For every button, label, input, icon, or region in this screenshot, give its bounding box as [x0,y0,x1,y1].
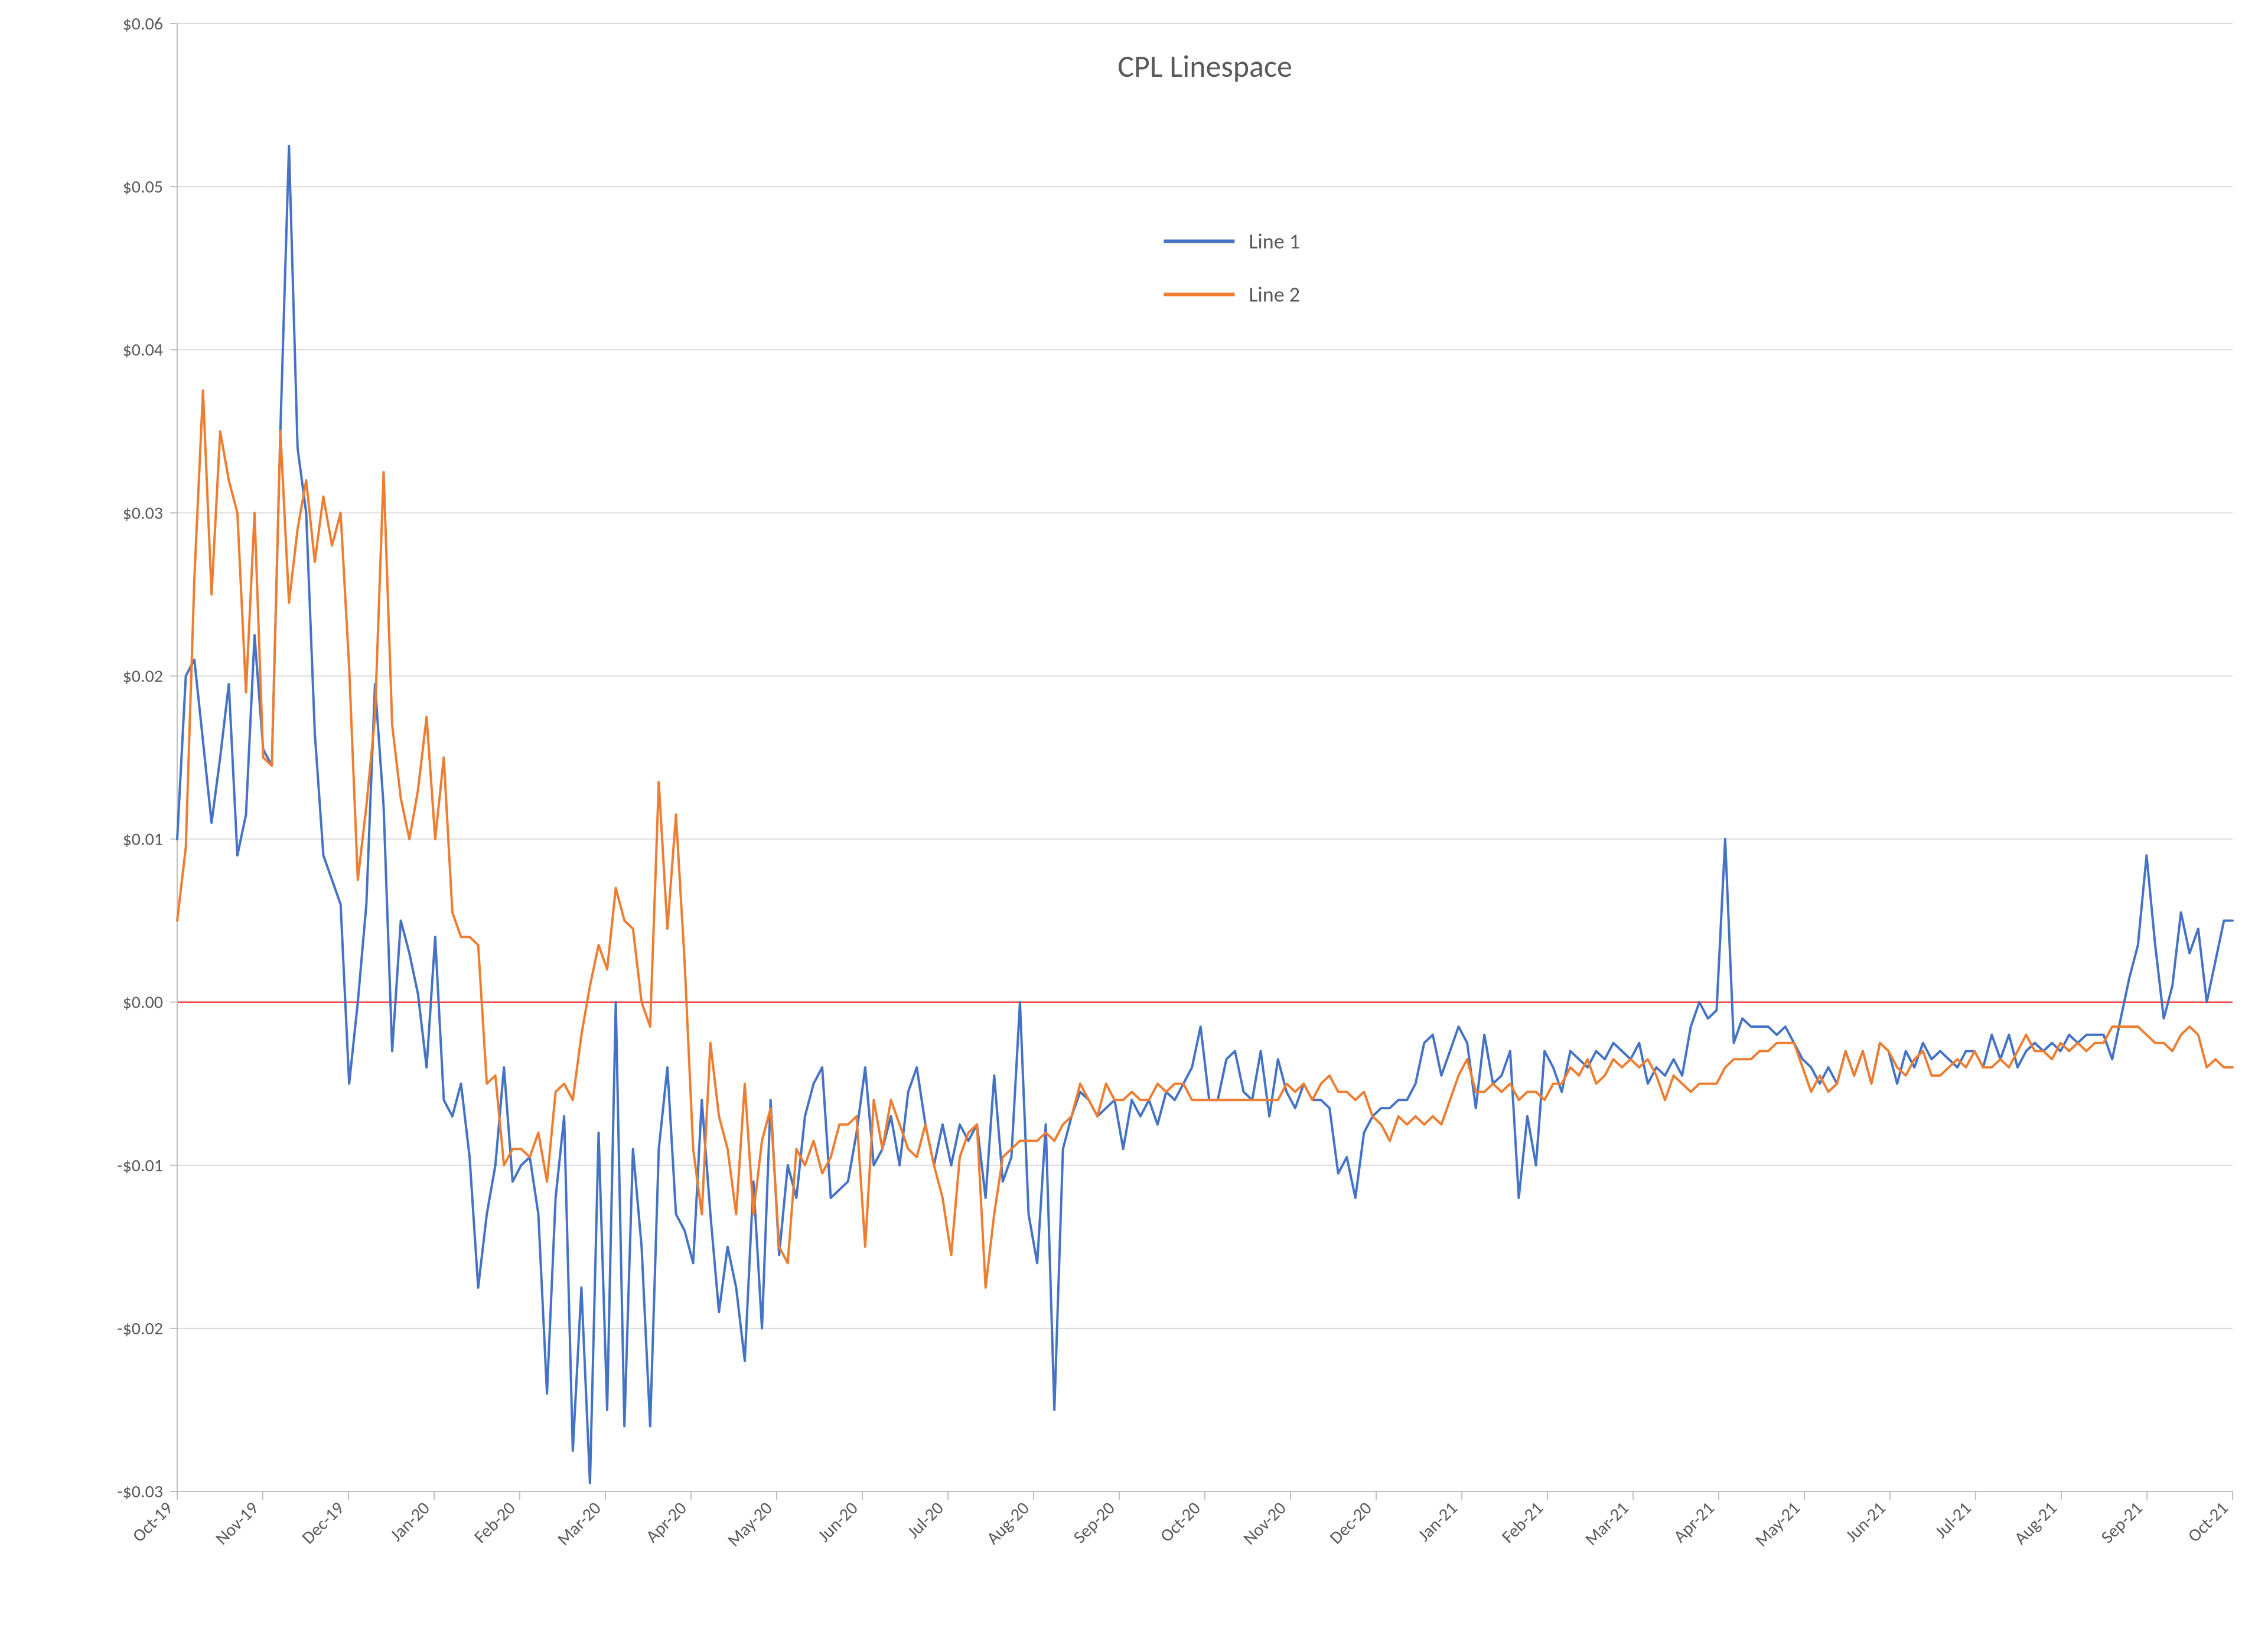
y-axis-label: $0.02 [123,665,163,687]
y-axis-label: -$0.02 [117,1318,163,1340]
legend-label: Line 1 [1249,229,1300,255]
y-axis-label: $0.03 [123,502,163,524]
y-axis-label: $0.06 [123,13,163,35]
chart-title: CPL Linespace [1117,47,1292,85]
y-axis-label: -$0.01 [117,1155,163,1177]
y-axis-label: -$0.03 [117,1481,163,1503]
legend-label: Line 2 [1249,282,1300,308]
chart-background [0,0,2268,1645]
cpl-linespace-chart: -$0.03 -$0.02 -$0.01 $0.00 $0.01 $0.02 $0.03 $0… [0,0,2268,1645]
y-axis-label: $0.00 [123,992,163,1014]
chart-container: -$0.03 -$0.02 -$0.01 $0.00 $0.01 $0.02 $0.03 $0… [0,0,2268,1645]
y-axis-label: $0.01 [123,829,163,851]
y-axis-label: $0.05 [123,176,163,198]
y-axis-label: $0.04 [123,339,163,361]
